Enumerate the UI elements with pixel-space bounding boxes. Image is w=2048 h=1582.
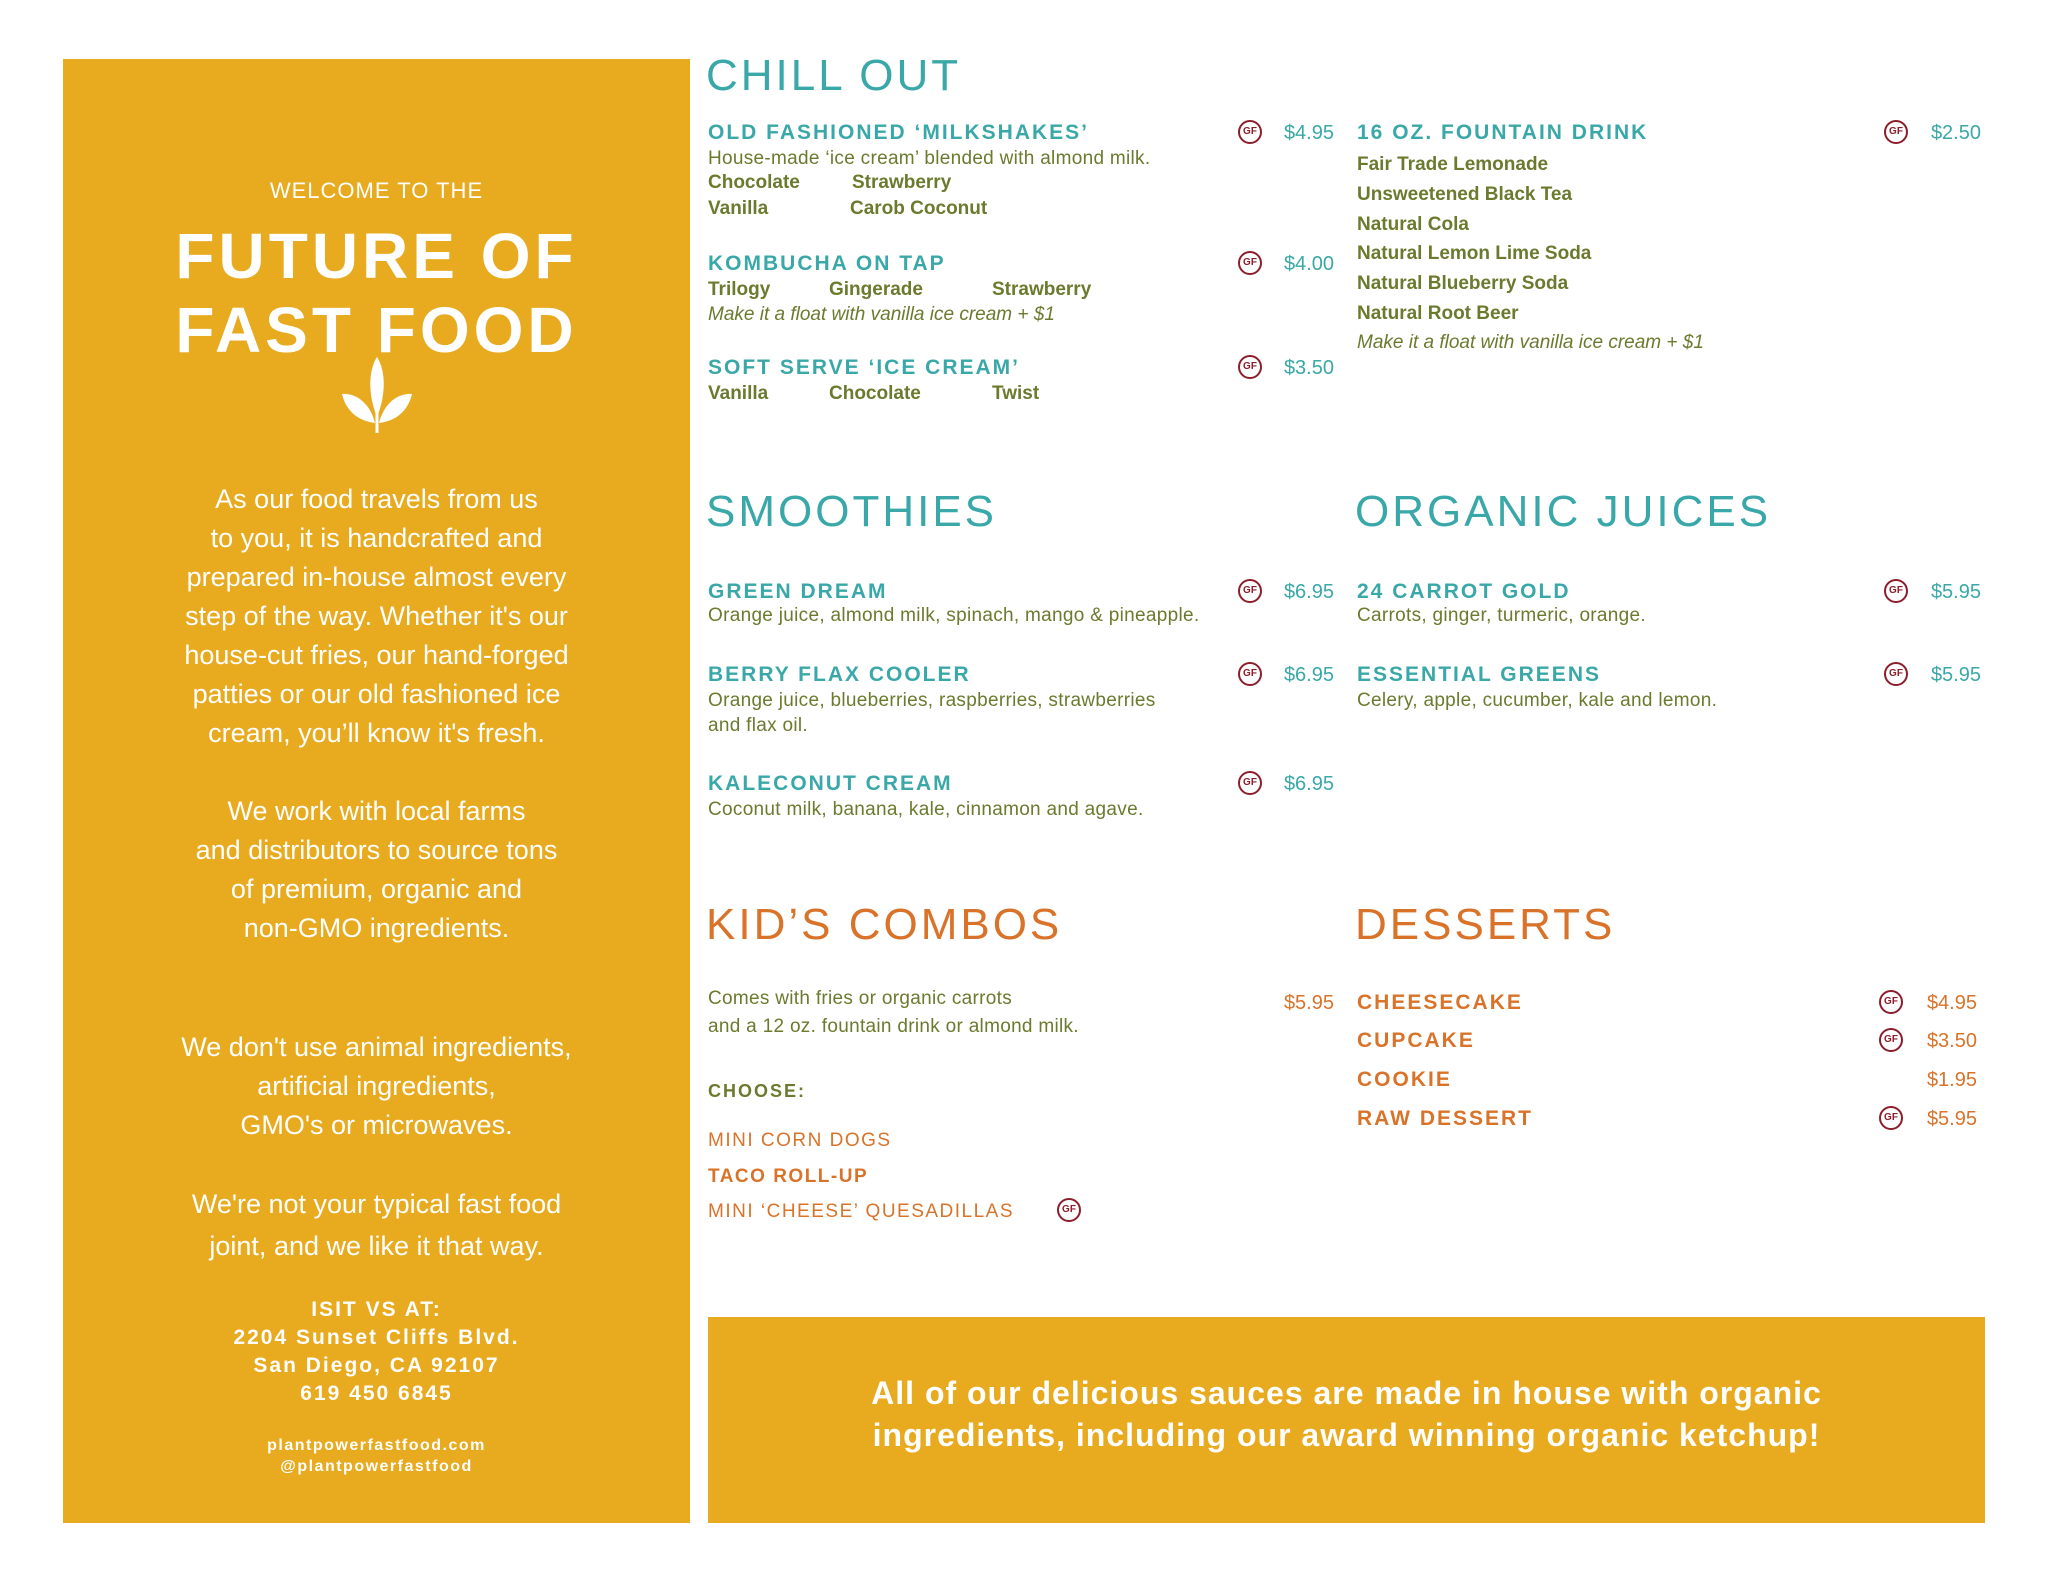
flavor: Chocolate	[829, 383, 921, 404]
gluten-free-icon: GF	[1238, 120, 1262, 144]
gluten-free-icon: GF	[1884, 120, 1908, 144]
intro-paragraph-2: We work with local farms and distributor…	[195, 796, 558, 943]
flavor: Strawberry	[992, 279, 1092, 300]
drink-option: Unsweetened Black Tea	[1357, 184, 1573, 205]
gluten-free-icon: GF	[1238, 251, 1262, 275]
kids-combos-heading: KID’S COMBOS	[706, 900, 1063, 949]
kids-price: $5.95	[1283, 992, 1334, 1014]
drink-option: Natural Cola	[1357, 214, 1469, 235]
dessert-price: $4.95	[1926, 992, 1977, 1014]
sauces-banner: All of our delicious sauces are made in …	[708, 1317, 1985, 1523]
gluten-free-icon: GF	[1238, 662, 1262, 686]
smoothie-desc: Coconut milk, banana, kale, cinnamon and…	[708, 799, 1144, 820]
smoothie-price: $6.95	[1283, 581, 1334, 603]
smoothies-heading: SMOOTHIES	[706, 487, 998, 536]
dessert-title: RAW DESSERT	[1357, 1107, 1534, 1130]
fountain-title: 16 OZ. FOUNTAIN DRINK	[1357, 121, 1649, 144]
soft-serve-title: SOFT SERVE ‘ICE CREAM’	[708, 356, 1020, 379]
address-block: ISIT VS AT: 2204 Sunset Cliffs Blvd. San…	[233, 1298, 520, 1405]
drink-option: Natural Root Beer	[1357, 303, 1519, 324]
dessert-title: COOKIE	[1357, 1068, 1452, 1091]
smoothie-desc: Orange juice, blueberries, raspberries, …	[708, 690, 1156, 711]
choose-label: CHOOSE:	[708, 1081, 807, 1101]
juice-desc: Celery, apple, cucumber, kale and lemon.	[1357, 690, 1718, 711]
juice-title: ESSENTIAL GREENS	[1357, 663, 1601, 686]
kombucha-price: $4.00	[1283, 253, 1334, 275]
drink-option: Natural Lemon Lime Soda	[1357, 243, 1592, 264]
milkshakes-title: OLD FASHIONED ‘MILKSHAKES’	[708, 121, 1090, 144]
flavor: Vanilla	[708, 198, 769, 219]
flavor: Trilogy	[708, 279, 771, 300]
flavor: Chocolate	[708, 172, 800, 193]
intro-paragraph-1: As our food travels from us to you, it i…	[184, 484, 569, 748]
chill-out-heading: CHILL OUT	[706, 51, 962, 100]
dessert-title: CHEESECAKE	[1357, 991, 1523, 1014]
banner-text: All of our delicious sauces are made in …	[871, 1375, 1822, 1453]
dessert-price: $1.95	[1926, 1069, 1977, 1091]
gluten-free-icon: GF	[1884, 579, 1908, 603]
gluten-free-icon: GF	[1884, 662, 1908, 686]
gluten-free-icon: GF	[1238, 771, 1262, 795]
title-line-1: FUTURE OF	[175, 220, 578, 292]
gluten-free-icon: GF	[1238, 579, 1262, 603]
desserts-heading: DESSERTS	[1355, 900, 1616, 949]
flavor: Vanilla	[708, 383, 769, 404]
smoothie-title: BERRY FLAX COOLER	[708, 663, 971, 686]
kids-option: MINI CORN DOGS	[708, 1130, 892, 1151]
smoothie-desc: Orange juice, almond milk, spinach, mang…	[708, 605, 1200, 626]
intro-panel: WELCOME TO THE FUTURE OF FAST FOOD As ou…	[63, 59, 690, 1523]
intro-paragraph-3: We don't use animal ingredients, artific…	[181, 1032, 572, 1140]
juices-heading: ORGANIC JUICES	[1355, 487, 1772, 536]
kids-option: TACO ROLL-UP	[708, 1166, 869, 1187]
welcome-text: WELCOME TO THE	[269, 178, 484, 203]
leaf-sprout-icon	[342, 357, 412, 433]
kids-option: MINI ‘CHEESE’ QUESADILLAS	[708, 1201, 1015, 1222]
gluten-free-icon: GF	[1879, 1028, 1903, 1052]
kids-desc: and a 12 oz. fountain drink or almond mi…	[708, 1016, 1079, 1037]
intro-paragraph-4: We're not your typical fast food joint, …	[191, 1189, 562, 1261]
milkshakes-price: $4.95	[1283, 122, 1334, 144]
flavor: Strawberry	[852, 172, 952, 193]
drink-option: Fair Trade Lemonade	[1357, 154, 1549, 175]
kombucha-title: KOMBUCHA ON TAP	[708, 252, 946, 275]
kids-desc: Comes with fries or organic carrots	[708, 988, 1013, 1009]
gluten-free-icon: GF	[1057, 1198, 1081, 1222]
flavor: Twist	[992, 383, 1040, 404]
fountain-price: $2.50	[1930, 122, 1981, 144]
milkshakes-desc: House-made ‘ice cream’ blended with almo…	[708, 148, 1151, 169]
dessert-title: CUPCAKE	[1357, 1029, 1475, 1052]
title-line-2: FAST FOOD	[175, 294, 578, 366]
juice-price: $5.95	[1930, 581, 1981, 603]
gluten-free-icon: GF	[1879, 1106, 1903, 1130]
smoothie-title: GREEN DREAM	[708, 580, 888, 603]
smoothie-price: $6.95	[1283, 773, 1334, 795]
fountain-float-note: Make it a float with vanilla ice cream +…	[1357, 332, 1704, 353]
web-and-social: plantpowerfastfood.com @plantpowerfastfo…	[267, 1437, 486, 1475]
smoothie-desc: and flax oil.	[708, 715, 809, 736]
soft-serve-price: $3.50	[1283, 357, 1334, 379]
flavor: Carob Coconut	[850, 198, 988, 219]
smoothie-title: KALECONUT CREAM	[708, 772, 953, 795]
dessert-price: $3.50	[1926, 1030, 1977, 1052]
gluten-free-icon: GF	[1238, 355, 1262, 379]
juice-price: $5.95	[1930, 664, 1981, 686]
flavor: Gingerade	[829, 279, 923, 300]
dessert-price: $5.95	[1926, 1108, 1977, 1130]
drink-option: Natural Blueberry Soda	[1357, 273, 1569, 294]
juice-desc: Carrots, ginger, turmeric, orange.	[1357, 605, 1646, 626]
kombucha-float-note: Make it a float with vanilla ice cream +…	[708, 304, 1055, 325]
smoothie-price: $6.95	[1283, 664, 1334, 686]
juice-title: 24 CARROT GOLD	[1357, 580, 1571, 603]
gluten-free-icon: GF	[1879, 990, 1903, 1014]
